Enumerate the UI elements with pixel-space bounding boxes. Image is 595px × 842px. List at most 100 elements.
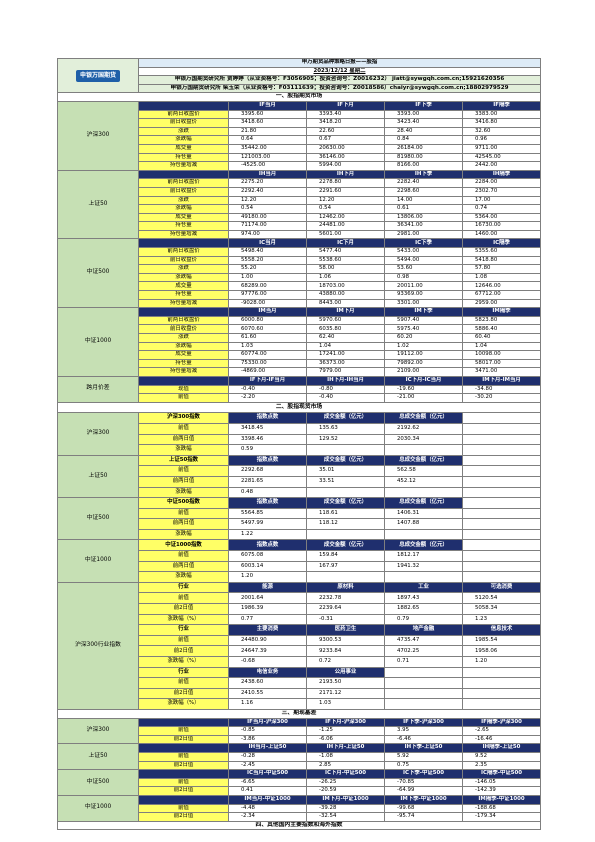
group-corner: 上证50指数	[138, 454, 229, 467]
header-blank	[138, 794, 229, 805]
value-cell: 562.58	[384, 465, 463, 477]
column-header: IH下季-上证50	[384, 743, 463, 753]
header-blank	[138, 375, 229, 386]
value-cell: 0.54	[228, 204, 307, 214]
row-label: 持仓量	[138, 290, 229, 300]
value-cell: 5494.00	[384, 255, 463, 266]
value-cell: 10098.00	[461, 350, 542, 360]
row-label: 持仓量	[138, 221, 229, 231]
value-cell: -146.05	[461, 777, 542, 788]
value-cell: 6035.80	[306, 324, 385, 334]
value-cell: 121003.00	[228, 152, 307, 163]
column-header: IH当月	[228, 169, 307, 180]
table-row: 涨跌幅（%） 1.16 1.03	[58, 698, 542, 710]
value-cell: 0.71	[384, 656, 463, 668]
value-cell: 4735.47	[384, 634, 463, 647]
value-cell: 1.00	[228, 272, 307, 283]
table-row: 成交量 35442.00 20630.00 26184.00 9711.00	[58, 143, 542, 154]
column-header: 成交金额（亿元）	[306, 539, 385, 552]
section-title: 二、股指现货市场	[56, 401, 542, 414]
value-cell: 8443.00	[306, 298, 385, 309]
value-cell: 1407.88	[384, 518, 463, 530]
column-header: IH隔季-上证50	[461, 743, 542, 753]
table-row: 三、期现基差	[56, 708, 542, 719]
row-label: 现值	[138, 384, 229, 395]
row-label: 涨跌幅	[138, 341, 229, 352]
header-blank	[138, 100, 229, 111]
column-header: IM隔季	[461, 307, 542, 317]
value-cell: 974.00	[228, 229, 307, 240]
blank-cell	[384, 677, 463, 689]
value-cell: -99.68	[384, 803, 463, 814]
group-corner: 行业	[138, 624, 229, 636]
value-cell: 21.80	[228, 126, 307, 137]
column-header: IF当月-沪深300	[228, 717, 307, 728]
table-row: 沪深300行业指数 行业 能源 原材料 工业 可选消费	[57, 581, 542, 710]
value-cell: 0.48	[228, 486, 307, 499]
value-cell: 42545.00	[461, 152, 542, 163]
value-cell: 3423.40	[384, 118, 463, 128]
value-cell: 35.01	[306, 465, 385, 477]
row-label: 涨跌	[138, 333, 229, 343]
blank-cell	[461, 687, 542, 700]
value-cell: -0.40	[306, 393, 385, 403]
value-cell: 2291.60	[306, 186, 385, 197]
blank-cell	[384, 486, 463, 499]
value-cell: 5823.80	[461, 315, 542, 326]
column-header: 医药卫生	[306, 624, 385, 636]
table-row: 现值 -0.40 -0.80 -19.60 -34.80	[58, 384, 542, 395]
value-cell: 3418.20	[306, 118, 385, 128]
column-header: IC隔季	[461, 238, 542, 249]
row-label: 持仓量	[138, 152, 229, 163]
value-cell: 79892.00	[384, 358, 463, 369]
value-cell: 5477.40	[306, 247, 385, 257]
value-cell: 5364.00	[461, 212, 542, 223]
block-label: 沪深300	[57, 717, 139, 745]
value-cell: 4702.25	[384, 645, 463, 657]
row-label: 前2日值	[138, 603, 229, 615]
blank-cell	[461, 528, 542, 541]
block-label: 沪深300行业指数	[57, 581, 139, 710]
group-corner: 中证500指数	[138, 497, 229, 509]
section-title: 一、股指期货市场	[56, 92, 542, 102]
value-cell: 3471.00	[461, 367, 542, 377]
value-cell: 159.84	[306, 550, 385, 562]
table-row: 沪深300 IF当月-沪深300 IF下月-沪深300 IF下季-沪深300 IF隔季-…	[57, 717, 542, 745]
row-label: 前两日收盘价	[138, 315, 229, 326]
block-label: 跨月价差	[57, 375, 139, 403]
blank-cell	[461, 539, 542, 552]
value-cell: 61.60	[228, 333, 307, 343]
row-label: 前日收盘价	[138, 324, 229, 334]
table-row: 申银万国期货 申万期货品种策略日报——股指	[57, 57, 542, 94]
blank-cell	[306, 571, 385, 583]
value-cell: 68289.00	[228, 281, 307, 292]
value-cell: -20.59	[306, 786, 385, 796]
table-row: 中证500 中证500指数 指数点数 成交金额（亿元） 总成交金额（亿元）	[57, 497, 542, 541]
value-cell: 2298.60	[384, 186, 463, 197]
blank-cell	[461, 698, 542, 710]
value-cell: 58017.00	[461, 358, 542, 369]
row-label: 前两日收盘价	[138, 178, 229, 188]
column-header: IC下季	[384, 238, 463, 249]
value-cell: 16730.00	[461, 221, 542, 231]
value-cell: 2193.50	[306, 677, 385, 689]
value-cell: 0.54	[306, 204, 385, 214]
column-header: IC隔季-中证500	[461, 769, 542, 779]
row-label: 成交量	[138, 281, 229, 292]
table-row: 中证500 IC当月 IC下月 IC下季 IC隔季	[57, 238, 542, 309]
value-cell: 14.00	[384, 195, 463, 206]
column-header: 总成交金额（亿元）	[384, 539, 463, 552]
value-cell: 1.20	[461, 656, 542, 668]
value-cell: 2442.00	[461, 161, 542, 171]
value-cell: 2284.00	[461, 178, 542, 188]
row-label: 涨跌幅（%）	[138, 656, 229, 668]
value-cell: 24481.00	[306, 221, 385, 231]
value-cell: 62.40	[306, 333, 385, 343]
value-cell: -1.25	[306, 726, 385, 736]
value-cell: -2.20	[228, 393, 307, 403]
value-cell: 60.40	[461, 333, 542, 343]
report-sheet: 申银万国期货 申万期货品种策略日报——股指 2023/12/12 星期二 申银万国期货…	[56, 57, 542, 831]
value-cell: 1460.00	[461, 229, 542, 240]
block-label: 中证1000	[57, 539, 139, 583]
row-label: 前日收盘价	[138, 186, 229, 197]
